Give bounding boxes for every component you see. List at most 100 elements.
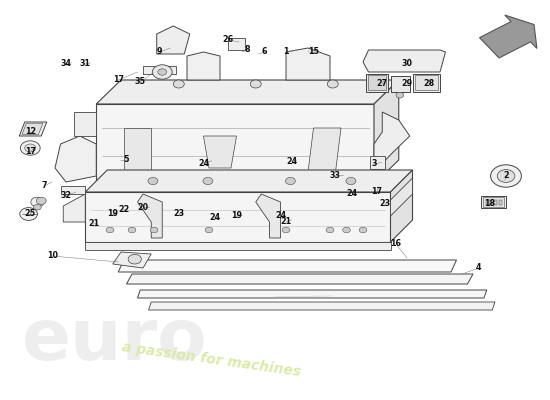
Text: 23: 23 (173, 210, 184, 218)
Circle shape (173, 80, 184, 88)
Polygon shape (363, 50, 446, 72)
Text: 16: 16 (390, 240, 402, 248)
Polygon shape (187, 52, 220, 80)
Polygon shape (308, 128, 341, 172)
Text: 24: 24 (286, 158, 297, 166)
Polygon shape (126, 274, 473, 284)
Text: 20: 20 (138, 204, 148, 212)
Circle shape (36, 197, 46, 204)
Polygon shape (22, 123, 43, 134)
Polygon shape (480, 15, 537, 58)
Text: 31: 31 (80, 60, 91, 68)
Text: 5: 5 (124, 156, 129, 164)
Text: 24: 24 (275, 212, 286, 220)
Polygon shape (483, 197, 504, 207)
Text: 17: 17 (113, 76, 124, 84)
Polygon shape (55, 136, 96, 182)
Polygon shape (481, 196, 506, 208)
Circle shape (158, 69, 167, 75)
Text: 24: 24 (346, 190, 358, 198)
Text: a passion for machines: a passion for machines (121, 340, 302, 379)
Text: 17: 17 (371, 188, 382, 196)
Circle shape (491, 165, 521, 187)
Circle shape (20, 208, 37, 220)
Polygon shape (286, 48, 330, 80)
Polygon shape (85, 242, 390, 250)
Circle shape (152, 65, 172, 79)
Polygon shape (368, 75, 386, 90)
Polygon shape (118, 260, 456, 272)
Polygon shape (138, 290, 487, 298)
Circle shape (205, 227, 213, 233)
Text: 15: 15 (308, 48, 319, 56)
Text: 24: 24 (209, 214, 220, 222)
Text: 22: 22 (118, 206, 129, 214)
Text: 32: 32 (60, 192, 72, 200)
Text: 10: 10 (47, 252, 58, 260)
Text: 24: 24 (198, 160, 209, 168)
Text: 7: 7 (41, 182, 47, 190)
Text: 21: 21 (88, 220, 99, 228)
Circle shape (128, 254, 141, 264)
Circle shape (396, 92, 404, 98)
Polygon shape (85, 170, 412, 192)
Circle shape (327, 80, 338, 88)
Bar (493, 200, 497, 205)
Text: 21: 21 (280, 218, 292, 226)
Circle shape (106, 227, 114, 233)
Polygon shape (374, 80, 399, 184)
Polygon shape (415, 75, 438, 90)
Text: 2: 2 (503, 172, 509, 180)
Text: 19: 19 (107, 210, 118, 218)
Polygon shape (143, 66, 176, 74)
Polygon shape (19, 122, 47, 136)
Circle shape (282, 227, 290, 233)
Text: 33: 33 (330, 172, 341, 180)
Polygon shape (124, 128, 151, 172)
Text: 4: 4 (476, 264, 481, 272)
Text: 27: 27 (377, 80, 388, 88)
Circle shape (203, 177, 213, 185)
Circle shape (156, 67, 163, 73)
Text: 9: 9 (157, 48, 162, 56)
Bar (486, 200, 490, 205)
Polygon shape (113, 252, 151, 268)
Polygon shape (370, 156, 385, 169)
Text: euro: euro (22, 306, 208, 375)
Circle shape (250, 80, 261, 88)
Circle shape (150, 227, 158, 233)
Text: 25: 25 (25, 210, 36, 218)
Polygon shape (204, 136, 236, 168)
Text: 17: 17 (25, 148, 36, 156)
Polygon shape (60, 186, 85, 194)
Polygon shape (381, 195, 402, 205)
Polygon shape (390, 76, 410, 92)
Polygon shape (366, 74, 388, 92)
Text: 35: 35 (135, 78, 146, 86)
Text: 23: 23 (379, 200, 390, 208)
Circle shape (128, 227, 136, 233)
Text: 8: 8 (245, 46, 250, 54)
Text: 26: 26 (223, 36, 234, 44)
Text: 34: 34 (60, 60, 72, 68)
Polygon shape (148, 302, 495, 310)
Polygon shape (96, 104, 374, 184)
Polygon shape (157, 26, 190, 54)
Circle shape (148, 177, 158, 185)
Circle shape (31, 197, 44, 207)
Circle shape (34, 204, 41, 210)
Circle shape (285, 177, 295, 185)
Text: 29: 29 (402, 80, 412, 88)
Text: 18: 18 (484, 200, 495, 208)
Polygon shape (138, 194, 162, 238)
Circle shape (346, 177, 356, 185)
Polygon shape (96, 80, 399, 104)
Polygon shape (228, 38, 245, 50)
Polygon shape (374, 112, 410, 172)
Text: 1: 1 (283, 48, 289, 56)
Polygon shape (74, 112, 96, 136)
Circle shape (497, 170, 515, 182)
Bar (499, 200, 502, 205)
Polygon shape (85, 192, 390, 242)
Text: 3: 3 (371, 160, 377, 168)
